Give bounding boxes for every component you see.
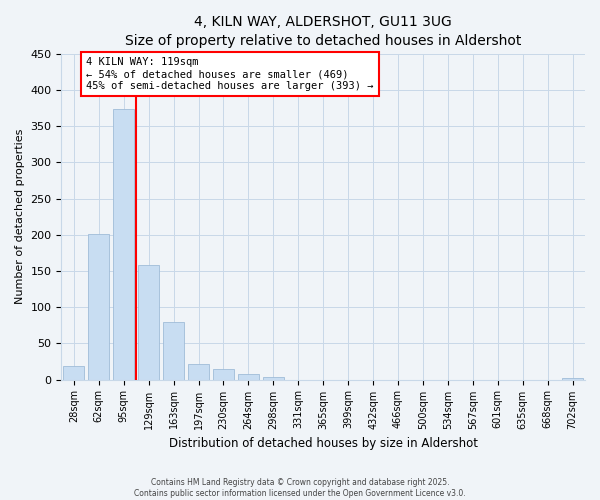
Bar (188, 364, 209, 380)
Bar (263, 378, 284, 380)
Bar (238, 374, 259, 380)
Bar (138, 265, 159, 380)
Text: Contains HM Land Registry data © Crown copyright and database right 2025.
Contai: Contains HM Land Registry data © Crown c… (134, 478, 466, 498)
Text: 4 KILN WAY: 119sqm
← 54% of detached houses are smaller (469)
45% of semi-detach: 4 KILN WAY: 119sqm ← 54% of detached hou… (86, 58, 374, 90)
Bar (88, 234, 109, 380)
Y-axis label: Number of detached properties: Number of detached properties (15, 129, 25, 304)
X-axis label: Distribution of detached houses by size in Aldershot: Distribution of detached houses by size … (169, 437, 478, 450)
Bar (562, 378, 583, 380)
Bar (213, 368, 234, 380)
Bar (113, 109, 134, 380)
Title: 4, KILN WAY, ALDERSHOT, GU11 3UG
Size of property relative to detached houses in: 4, KILN WAY, ALDERSHOT, GU11 3UG Size of… (125, 15, 521, 48)
Bar (163, 322, 184, 380)
Bar (63, 366, 85, 380)
